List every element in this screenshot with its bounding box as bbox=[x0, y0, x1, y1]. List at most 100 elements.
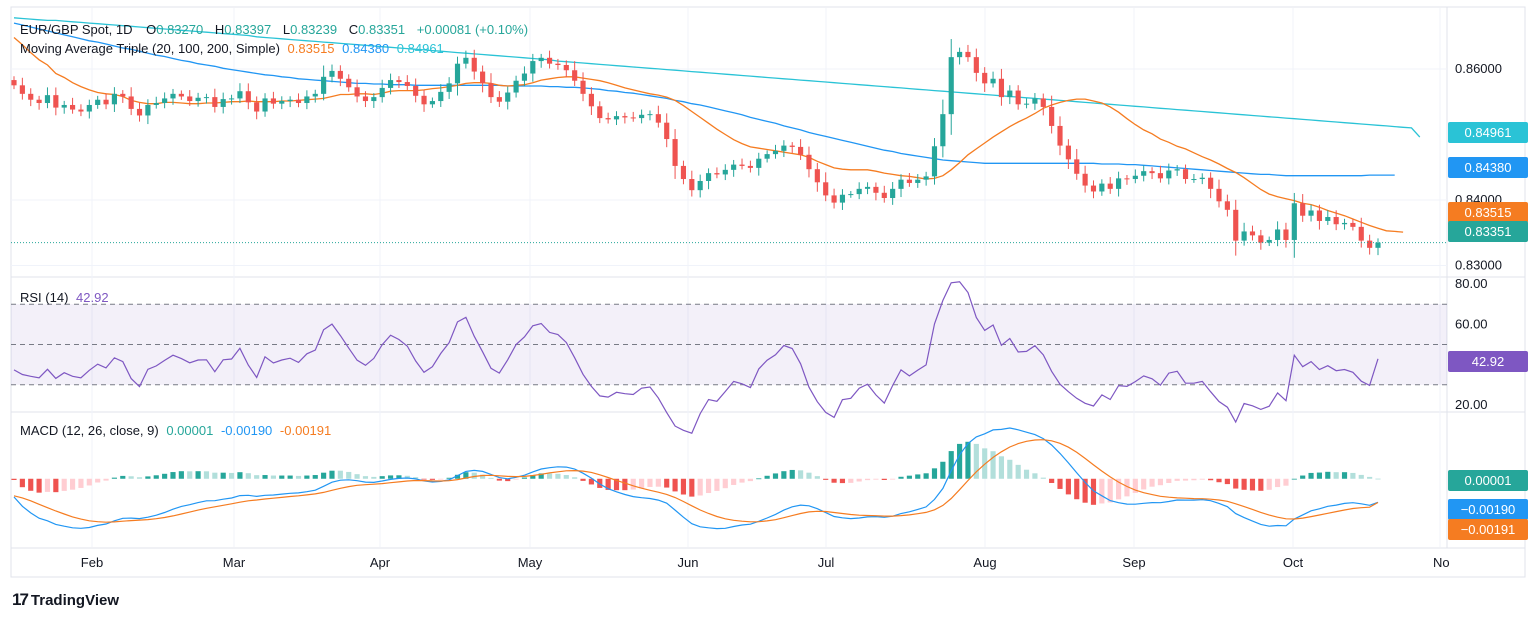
macd-histogram-bar bbox=[136, 477, 143, 479]
candle-body bbox=[823, 182, 829, 196]
candle-body bbox=[413, 85, 419, 96]
ma100-value: 0.84380 bbox=[342, 41, 390, 56]
ma200-price-badge: 0.84961 bbox=[1448, 122, 1528, 143]
macd-histogram-bar bbox=[1341, 472, 1348, 479]
macd-histogram-bar bbox=[572, 477, 578, 479]
ma20-value: 0.83515 bbox=[287, 41, 335, 56]
rsi-value: 42.92 bbox=[76, 290, 109, 305]
candle-body bbox=[19, 85, 25, 94]
candle-body bbox=[530, 61, 536, 74]
macd-histogram-bar bbox=[471, 472, 477, 479]
macd-histogram-bar bbox=[195, 471, 201, 479]
candle-body bbox=[1191, 179, 1197, 181]
candle-body bbox=[1141, 171, 1147, 176]
candle-body bbox=[111, 93, 117, 105]
macd-hist-value: 0.00001 bbox=[166, 423, 214, 438]
macd-histogram-bar bbox=[689, 478, 695, 497]
macd-histogram-bar bbox=[304, 475, 310, 479]
macd-histogram-bar bbox=[940, 461, 946, 479]
rsi-line bbox=[13, 281, 1379, 434]
macd-histogram-bar bbox=[53, 478, 59, 493]
macd-histogram-bar bbox=[170, 472, 176, 479]
macd-histogram-bar bbox=[639, 478, 645, 489]
candle-body bbox=[362, 96, 369, 102]
macd-histogram-bar bbox=[145, 476, 151, 479]
candle-body bbox=[1341, 222, 1348, 225]
macd-line-value: -0.00190 bbox=[220, 423, 273, 438]
candle-body bbox=[212, 97, 218, 107]
macd-histogram-bar bbox=[898, 476, 904, 479]
macd-histogram-bar bbox=[1367, 476, 1373, 479]
macd-histogram-bar bbox=[128, 476, 134, 479]
candle-body bbox=[471, 57, 477, 72]
month-tick-label: No bbox=[1433, 555, 1450, 570]
candle-body bbox=[1015, 90, 1021, 105]
candle-body bbox=[438, 91, 444, 102]
macd-histogram-bar bbox=[714, 478, 720, 491]
macd-histogram-bar bbox=[1199, 478, 1205, 480]
month-tick-label: Sep bbox=[1122, 555, 1145, 570]
macd-histogram-bar bbox=[680, 478, 687, 495]
macd-histogram-bar bbox=[831, 478, 837, 483]
candle-body bbox=[187, 96, 193, 102]
candle-body bbox=[772, 150, 779, 155]
macd-histogram-bar bbox=[1090, 478, 1097, 505]
macd-histogram-bar bbox=[530, 475, 536, 479]
candle-body bbox=[53, 95, 59, 108]
candle-body bbox=[664, 122, 670, 140]
candle-body bbox=[329, 70, 335, 77]
sma100-line bbox=[13, 22, 1395, 177]
rsi-legend: RSI (14) 42.92 bbox=[20, 290, 113, 305]
candle-body bbox=[739, 164, 745, 166]
macd-histogram-bar bbox=[1157, 478, 1164, 486]
ma-legend: Moving Average Triple (20, 100, 200, Sim… bbox=[20, 41, 448, 56]
candle-body bbox=[496, 97, 502, 102]
macd-histogram-bar bbox=[1082, 478, 1088, 503]
candle-body bbox=[1308, 210, 1314, 216]
macd-histogram-bar bbox=[488, 477, 494, 479]
candle-body bbox=[254, 102, 260, 112]
rsi-label: RSI (14) bbox=[20, 290, 69, 305]
macd-histogram-bar bbox=[1107, 478, 1113, 503]
candle-body bbox=[262, 98, 268, 112]
macd-histogram-bar bbox=[881, 478, 887, 480]
sma20-line bbox=[13, 37, 1404, 233]
candle-body bbox=[1333, 217, 1339, 225]
candle-body bbox=[906, 179, 912, 183]
macd-histogram-bar bbox=[705, 478, 712, 494]
candle-body bbox=[1325, 217, 1331, 221]
candle-body bbox=[538, 57, 544, 62]
candle-body bbox=[1258, 235, 1264, 243]
month-tick-label: Apr bbox=[370, 555, 391, 570]
candle-body bbox=[1007, 90, 1013, 98]
macd-histogram-bar bbox=[1308, 472, 1314, 479]
candle-body bbox=[513, 80, 519, 93]
candle-body bbox=[1275, 229, 1281, 240]
candle-body bbox=[1049, 106, 1055, 126]
candle-body bbox=[931, 146, 938, 177]
rsi-badge: 42.92 bbox=[1448, 351, 1528, 372]
candle-body bbox=[488, 83, 494, 98]
ma200-value: 0.84961 bbox=[396, 41, 444, 56]
candle-body bbox=[1166, 170, 1172, 179]
candle-body bbox=[61, 104, 67, 108]
macd-histogram-bar bbox=[1141, 478, 1147, 490]
candle-body bbox=[940, 114, 946, 147]
macd-histogram-bar bbox=[178, 471, 184, 479]
candle-body bbox=[546, 57, 553, 64]
candle-body bbox=[1099, 183, 1105, 192]
macd-histogram-bar bbox=[329, 470, 335, 479]
macd-histogram-bar bbox=[1275, 478, 1281, 488]
open-value: 0.83270 bbox=[156, 22, 204, 37]
macd-histogram-bar bbox=[362, 476, 369, 479]
macd-histogram-bar bbox=[747, 478, 753, 482]
macd-histogram-bar bbox=[454, 474, 461, 479]
candle-body bbox=[1124, 178, 1130, 180]
candle-body bbox=[178, 93, 184, 97]
candle-body bbox=[580, 80, 586, 94]
macd-histogram-bar bbox=[555, 473, 561, 479]
footer-brand[interactable]: 17 TradingView bbox=[12, 590, 119, 610]
macd-histogram-bar bbox=[287, 475, 293, 479]
macd-histogram-bar bbox=[672, 478, 678, 492]
month-tick-label: Oct bbox=[1283, 555, 1304, 570]
